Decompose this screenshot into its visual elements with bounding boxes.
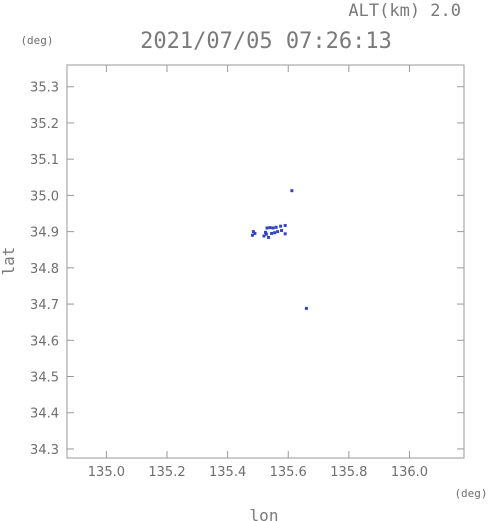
data-point bbox=[276, 230, 280, 234]
data-point bbox=[271, 226, 275, 230]
y-axis: 34.3 34.4 34.5 34.6 34.7 34.8 34.9 35.0 35.1 35.2… bbox=[30, 81, 464, 458]
data-point bbox=[283, 232, 287, 236]
data-points bbox=[250, 189, 308, 310]
x-tick-label: 135.8 bbox=[330, 465, 367, 480]
plot-frame bbox=[66, 64, 465, 459]
data-point bbox=[279, 224, 283, 228]
data-point bbox=[270, 231, 274, 235]
data-point bbox=[251, 230, 255, 234]
y-tick-label: 34.9 bbox=[30, 226, 59, 241]
chart-title: 2021/07/05 07:26:13 bbox=[140, 29, 392, 54]
y-unit-label: (deg) bbox=[20, 34, 53, 47]
y-tick-label: 34.7 bbox=[30, 298, 59, 313]
y-axis-label: lat bbox=[0, 247, 18, 276]
data-point bbox=[265, 226, 269, 230]
y-tick-label: 35.2 bbox=[30, 117, 59, 132]
x-unit-label: (deg) bbox=[454, 487, 487, 500]
y-tick-label: 34.8 bbox=[30, 262, 59, 277]
data-point bbox=[304, 306, 308, 310]
data-point bbox=[290, 189, 294, 193]
x-axis-label: lon bbox=[250, 506, 279, 521]
data-point bbox=[250, 233, 254, 237]
x-tick-label: 135.0 bbox=[88, 465, 125, 480]
data-point bbox=[273, 231, 277, 235]
altitude-label: ALT(km) 2.0 bbox=[348, 1, 461, 21]
data-point bbox=[267, 235, 271, 239]
x-tick-label: 136.0 bbox=[391, 465, 428, 480]
data-point bbox=[253, 231, 257, 235]
x-tick-label: 135.4 bbox=[209, 465, 246, 480]
x-axis: 135.0 135.2 135.4 135.6 135.8 136.0 bbox=[88, 65, 428, 480]
y-tick-label: 35.3 bbox=[30, 81, 59, 96]
data-point bbox=[264, 230, 267, 234]
y-tick-label: 34.5 bbox=[30, 371, 59, 386]
data-point bbox=[274, 225, 278, 229]
data-point bbox=[283, 223, 287, 227]
x-tick-label: 135.6 bbox=[270, 465, 307, 480]
data-point bbox=[280, 229, 284, 233]
y-tick-label: 35.1 bbox=[30, 153, 59, 168]
y-tick-label: 35.0 bbox=[30, 189, 59, 204]
data-point bbox=[268, 226, 272, 230]
y-tick-label: 34.3 bbox=[30, 443, 59, 458]
y-tick-label: 34.6 bbox=[30, 334, 59, 349]
data-point bbox=[264, 232, 268, 236]
x-tick-label: 135.2 bbox=[148, 465, 185, 480]
data-point bbox=[262, 234, 266, 238]
y-tick-label: 34.4 bbox=[30, 407, 59, 422]
